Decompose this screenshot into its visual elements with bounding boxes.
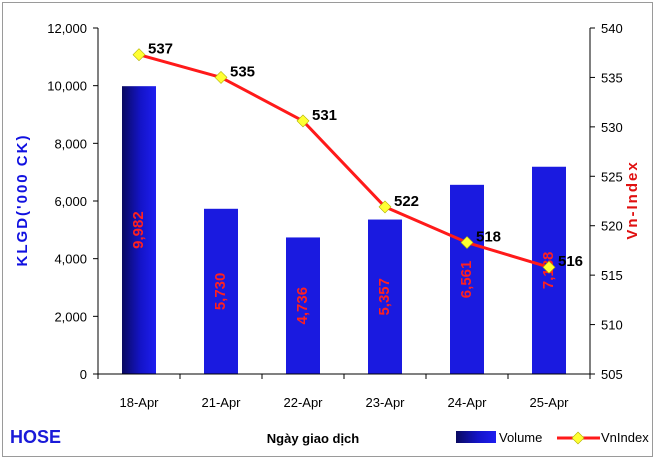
y-right-tick-label: 520 bbox=[601, 219, 623, 234]
y-left-tick-label: 2,000 bbox=[54, 309, 87, 324]
x-tick-label: 21-Apr bbox=[201, 395, 241, 410]
volume-bar-label: 6,561 bbox=[458, 261, 475, 299]
vnindex-point-label: 531 bbox=[312, 107, 337, 124]
y-left-tick-label: 12,000 bbox=[47, 21, 87, 36]
vnindex-point-label: 537 bbox=[148, 41, 173, 58]
y-left-tick-label: 0 bbox=[80, 367, 87, 382]
x-tick-label: 22-Apr bbox=[283, 395, 323, 410]
vnindex-point bbox=[460, 236, 474, 249]
x-tick-label: 24-Apr bbox=[447, 395, 487, 410]
y-right-tick-label: 535 bbox=[601, 70, 623, 85]
y-left-tick-label: 4,000 bbox=[54, 252, 87, 267]
y-right-tick-label: 515 bbox=[601, 268, 623, 283]
y-right-tick-label: 505 bbox=[601, 367, 623, 382]
volume-bar bbox=[122, 86, 156, 374]
y-right-tick-label: 540 bbox=[601, 21, 623, 36]
legend: Volume VnIndex bbox=[456, 430, 649, 445]
x-tick-label: 23-Apr bbox=[365, 395, 405, 410]
volume-bar-label: 4,736 bbox=[294, 287, 311, 325]
legend-vnindex-marker bbox=[571, 431, 585, 445]
legend-volume-swatch bbox=[456, 431, 496, 443]
volume-bar bbox=[368, 219, 402, 374]
y-axis-right-label: Vn-Index bbox=[624, 160, 641, 239]
vnindex-series-line bbox=[138, 53, 550, 269]
y-left-tick-label: 10,000 bbox=[47, 79, 87, 94]
vnindex-point bbox=[296, 114, 310, 128]
y-left-tick-label: 6,000 bbox=[54, 194, 87, 209]
vnindex-point bbox=[378, 200, 392, 214]
vnindex-point bbox=[132, 48, 146, 62]
x-tick-label: 18-Apr bbox=[119, 395, 159, 410]
vnindex-point bbox=[542, 260, 556, 274]
y-axis-left-label: KLGD('000 CK) bbox=[14, 134, 31, 267]
volume-bar-label: 5,730 bbox=[212, 273, 229, 311]
vnindex-point-label: 522 bbox=[394, 193, 419, 210]
exchange-label: HOSE bbox=[10, 427, 61, 447]
vnindex-point bbox=[214, 71, 228, 84]
y-right-tick-label: 530 bbox=[601, 120, 623, 135]
volume-bar bbox=[286, 237, 320, 374]
volume-bar-label: 9,982 bbox=[130, 211, 147, 249]
vnindex-line: 537 535 531 522 518 516 bbox=[132, 41, 583, 274]
axes: 0 2,000 4,000 6,000 8,000 10,000 12,000 505 510 5… bbox=[47, 21, 622, 410]
volume-bar bbox=[204, 208, 238, 374]
vnindex-point-label: 516 bbox=[558, 253, 583, 270]
x-tick-label: 25-Apr bbox=[529, 395, 569, 410]
y-right-tick-label: 510 bbox=[601, 318, 623, 333]
legend-vnindex-label: VnIndex bbox=[601, 430, 649, 445]
vnindex-point-label: 518 bbox=[476, 229, 501, 246]
vnindex-point-label: 535 bbox=[230, 63, 255, 80]
legend-volume-label: Volume bbox=[499, 430, 542, 445]
y-left-tick-label: 8,000 bbox=[54, 136, 87, 151]
volume-bar bbox=[450, 184, 484, 374]
x-axis-label: Ngày giao dịch bbox=[267, 431, 360, 446]
volume-bar-label: 5,357 bbox=[376, 278, 393, 316]
y-right-tick-label: 525 bbox=[601, 169, 623, 184]
